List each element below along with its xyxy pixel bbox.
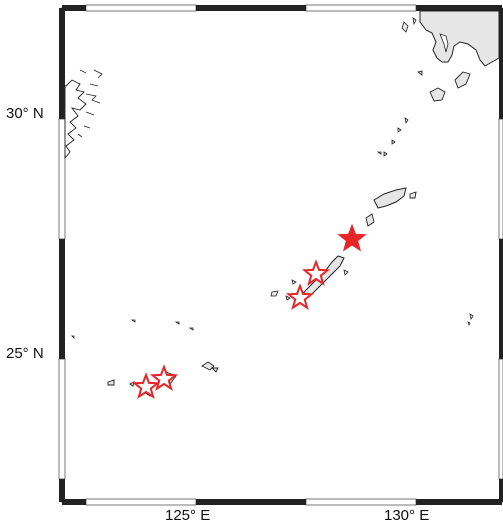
hollow-star-1-marker [301,259,331,287]
okinawa-outer-islets [270,269,349,301]
lat-label-25n: 25° N [6,345,44,362]
map-border-right [498,8,503,502]
kagoshima-bay [439,33,449,53]
lon-label-125e: 125° E [165,507,211,524]
lon-label-130e: 130° E [384,507,430,524]
map-border-top [62,4,502,12]
china-islets [77,69,103,138]
marker-layer [131,223,367,400]
koshiki-islands [401,17,417,33]
hollow-star-4-marker [131,372,161,400]
map-border-left [58,8,66,502]
filled-star-marker [337,223,367,252]
scattered-islets [71,151,474,339]
china-coast [64,79,87,160]
kikai-island [409,191,417,199]
amami-oshima [373,187,407,209]
hollow-star-3-marker [149,364,179,392]
hollow-star-2-marker [285,283,315,311]
kyushu-landmass [419,10,500,67]
tokara-islands [383,117,409,157]
tokunoshima [365,213,375,227]
map-border-bottom [62,498,502,506]
lat-label-30n: 30° N [6,105,44,122]
map-frame [61,7,503,503]
osumi-islands [416,70,471,102]
